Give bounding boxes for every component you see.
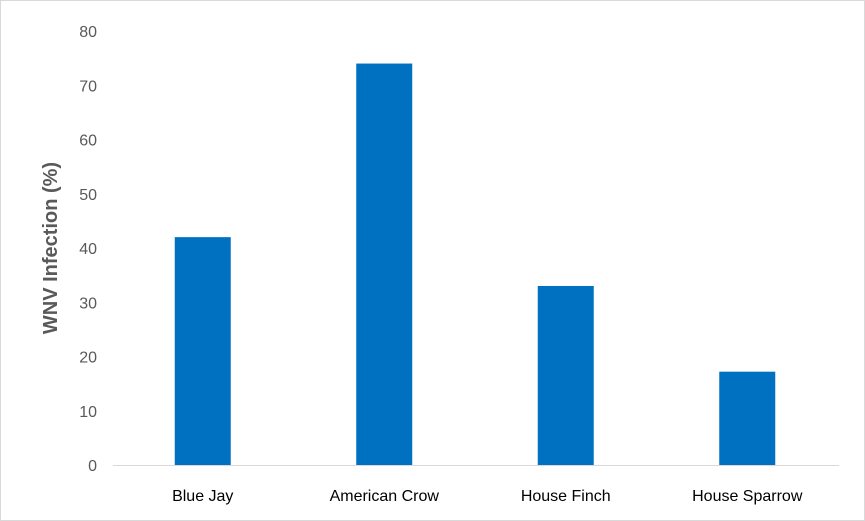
y-axis-title: WNV Infection (%) — [40, 162, 62, 334]
bar-american-crow — [356, 63, 413, 466]
y-tick-label: 40 — [79, 241, 97, 258]
y-tick-label: 60 — [79, 133, 97, 150]
y-tick-label: 30 — [79, 295, 97, 312]
y-tick-label: 50 — [79, 187, 97, 204]
y-axis-ticks: 0 10 20 30 40 50 60 70 80 — [79, 24, 97, 475]
x-category-label: Blue Jay — [172, 488, 233, 505]
bar-blue-jay — [174, 237, 231, 465]
bar-house-finch — [537, 285, 594, 465]
y-tick-label: 70 — [79, 78, 97, 95]
bar-house-sparrow — [719, 371, 776, 465]
y-tick-label: 80 — [79, 24, 97, 41]
x-category-label: American Crow — [330, 488, 440, 505]
x-category-label: House Sparrow — [692, 488, 803, 505]
bars-group — [174, 63, 776, 466]
y-tick-label: 20 — [79, 350, 97, 367]
y-tick-label: 0 — [88, 458, 97, 475]
x-category-label: House Finch — [521, 488, 611, 505]
x-axis-labels: Blue Jay American Crow House Finch House Sp… — [172, 488, 803, 505]
y-tick-label: 10 — [79, 404, 97, 421]
